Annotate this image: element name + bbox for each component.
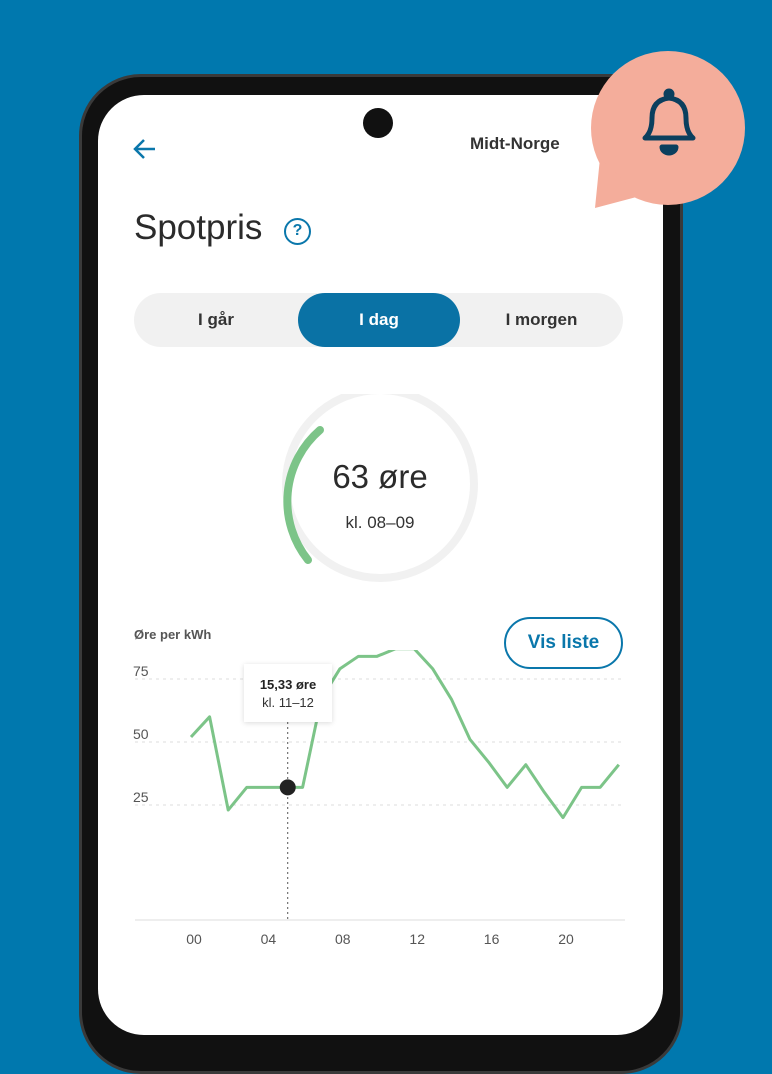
region-selector[interactable]: Midt-Norge <box>470 134 610 154</box>
current-price: 63 øre <box>280 458 480 496</box>
x-tick-label: 20 <box>558 931 574 947</box>
help-icon[interactable]: ? <box>284 218 311 245</box>
back-button[interactable] <box>132 136 160 164</box>
y-tick-label: 25 <box>133 789 149 805</box>
x-tick-label: 08 <box>335 931 351 947</box>
tab-yesterday[interactable]: I går <box>134 293 298 347</box>
tooltip-value: 15,33 øre <box>244 677 332 692</box>
price-chart: 100755025000408121620 <box>120 650 640 960</box>
arrow-left-icon <box>132 136 158 162</box>
x-tick-label: 12 <box>409 931 425 947</box>
x-tick-label: 16 <box>484 931 500 947</box>
tab-tomorrow[interactable]: I morgen <box>460 293 623 347</box>
tooltip-time: kl. 11–12 <box>244 695 332 710</box>
y-tick-label: 75 <box>133 663 149 679</box>
tab-today[interactable]: I dag <box>298 293 460 347</box>
camera-icon <box>363 108 393 138</box>
current-hour: kl. 08–09 <box>280 513 480 533</box>
y-tick-label: 50 <box>133 726 149 742</box>
day-segmented-control: I går I dag I morgen <box>134 293 623 347</box>
page-title: Spotpris <box>134 208 262 248</box>
chart-tooltip: 15,33 øre kl. 11–12 <box>244 664 332 722</box>
y-axis-label: Øre per kWh <box>134 627 211 642</box>
selected-point <box>280 779 296 795</box>
notification-bubble[interactable] <box>590 48 746 210</box>
x-tick-label: 04 <box>261 931 277 947</box>
x-tick-label: 00 <box>186 931 202 947</box>
